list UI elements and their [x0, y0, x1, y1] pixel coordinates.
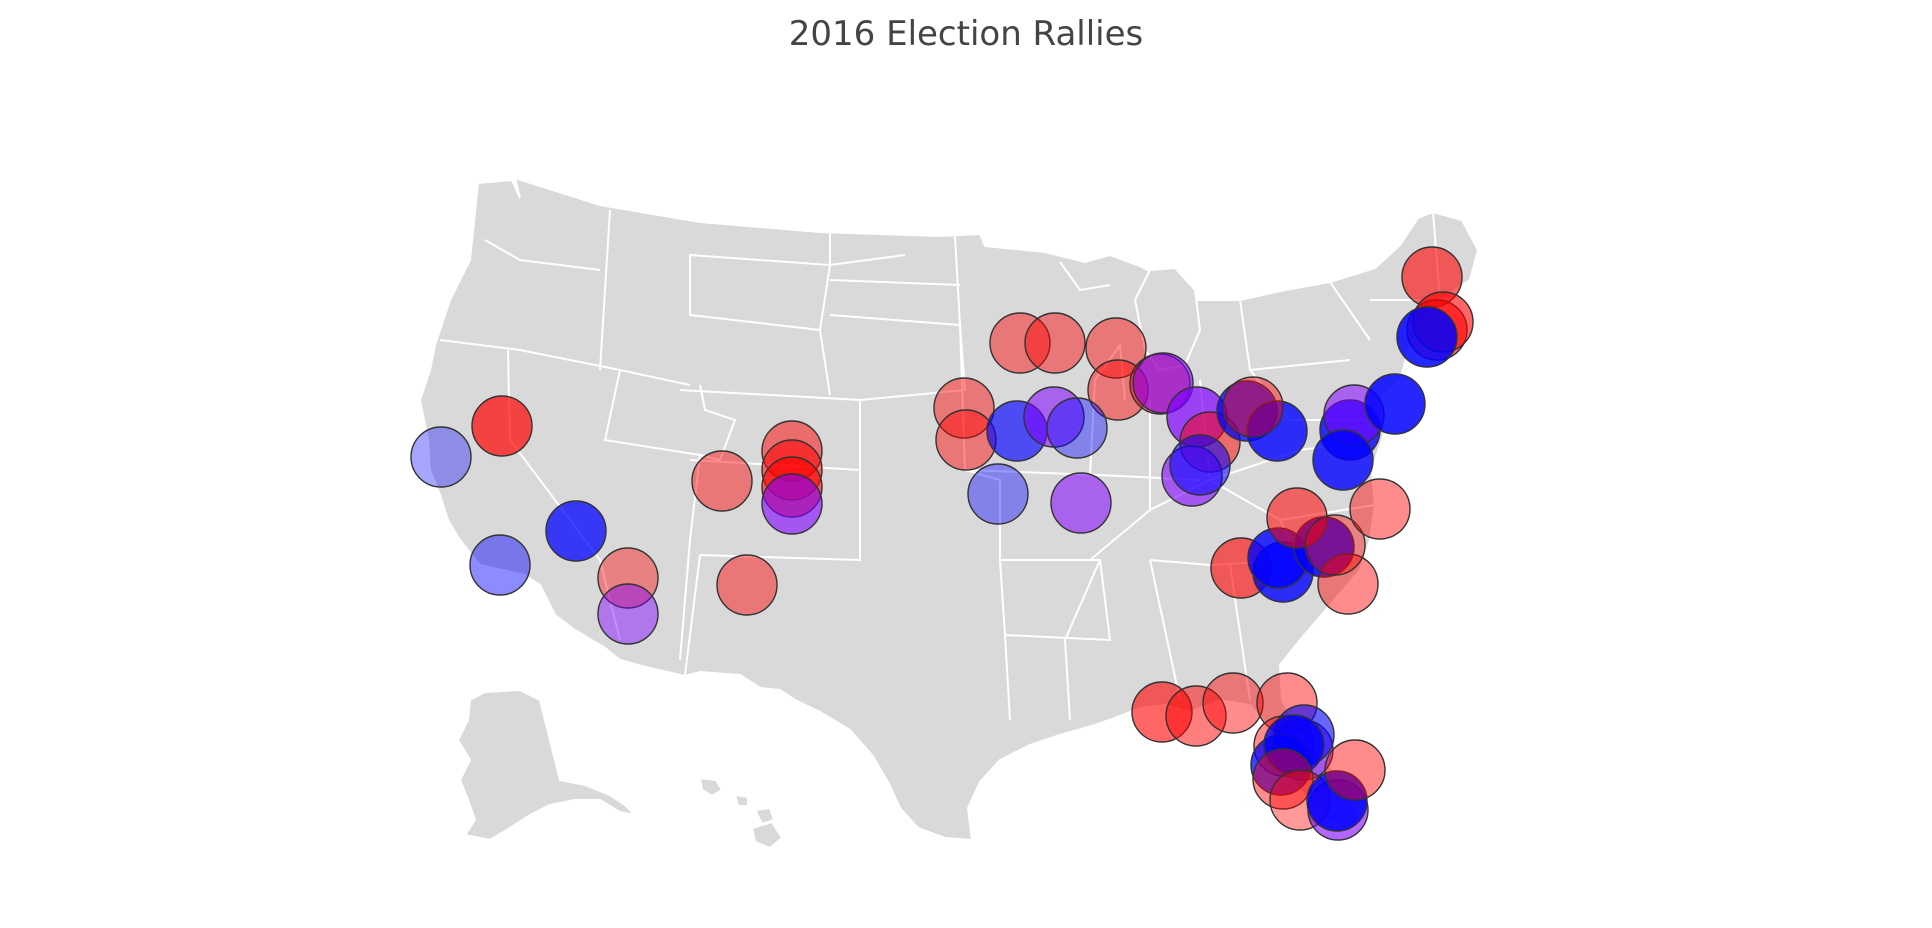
rally-marker[interactable]: [1222, 376, 1284, 438]
rally-marker[interactable]: [761, 473, 823, 535]
rally-marker[interactable]: [1306, 770, 1368, 832]
rally-marker[interactable]: [1024, 312, 1086, 374]
rally-marker[interactable]: [691, 450, 753, 512]
rally-marker[interactable]: [471, 395, 533, 457]
rally-marker[interactable]: [545, 500, 607, 562]
hawaii-shape: [733, 793, 749, 807]
rally-marker[interactable]: [1349, 478, 1411, 540]
rally-markers: [410, 246, 1474, 841]
rally-marker[interactable]: [1252, 748, 1314, 810]
rally-marker[interactable]: [1317, 553, 1379, 615]
rally-marker[interactable]: [933, 377, 995, 439]
rally-marker[interactable]: [1312, 429, 1374, 491]
hawaii-shape: [698, 776, 724, 798]
rally-marker[interactable]: [1165, 685, 1227, 747]
hawaii-shape: [753, 806, 776, 826]
rally-marker[interactable]: [1046, 397, 1108, 459]
rally-marker[interactable]: [1304, 514, 1366, 576]
rally-marker[interactable]: [716, 554, 778, 616]
alaska-shape: [456, 688, 639, 842]
rally-marker[interactable]: [989, 312, 1051, 374]
rally-marker[interactable]: [967, 463, 1029, 525]
rally-marker[interactable]: [597, 547, 659, 609]
rally-marker[interactable]: [597, 583, 659, 645]
rally-marker[interactable]: [410, 426, 472, 488]
rally-marker[interactable]: [1396, 306, 1458, 368]
rally-marker[interactable]: [1263, 714, 1325, 776]
rally-marker[interactable]: [935, 409, 997, 471]
rally-marker[interactable]: [1246, 400, 1308, 462]
hawaii-shape: [750, 820, 784, 850]
rally-marker[interactable]: [1266, 487, 1328, 549]
rally-marker[interactable]: [1169, 434, 1231, 496]
rally-marker[interactable]: [1202, 672, 1264, 734]
map-title: 2016 Election Rallies: [788, 14, 1144, 54]
rally-marker[interactable]: [1324, 739, 1386, 801]
rally-marker[interactable]: [1050, 472, 1112, 534]
rally-marker[interactable]: [1364, 373, 1426, 435]
rally-marker[interactable]: [469, 534, 531, 596]
